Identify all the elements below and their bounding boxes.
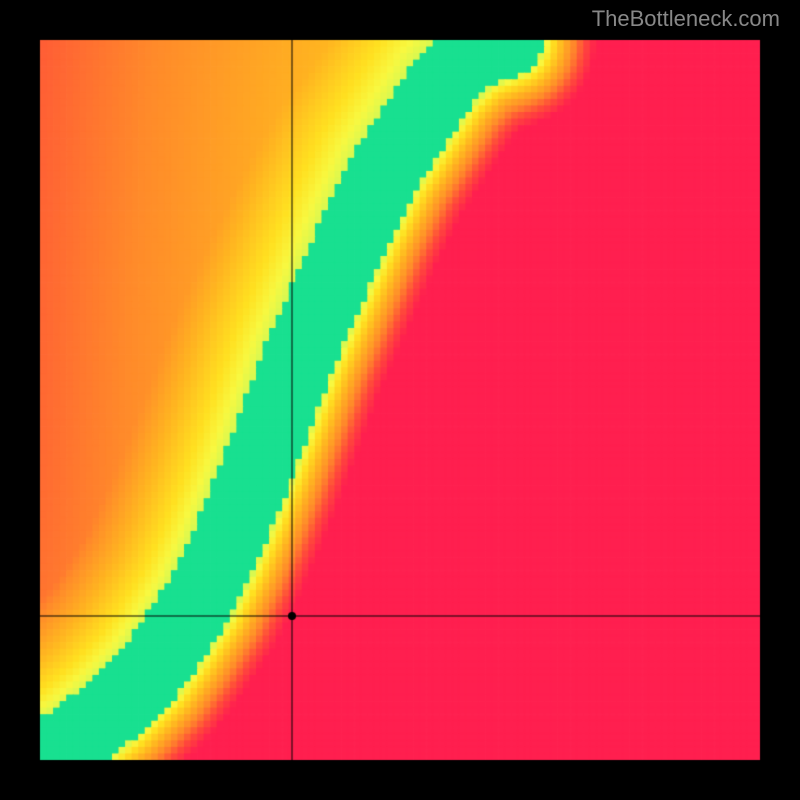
heatmap-canvas bbox=[0, 0, 800, 800]
watermark-text: TheBottleneck.com bbox=[592, 6, 780, 32]
bottleneck-heatmap bbox=[0, 0, 800, 800]
